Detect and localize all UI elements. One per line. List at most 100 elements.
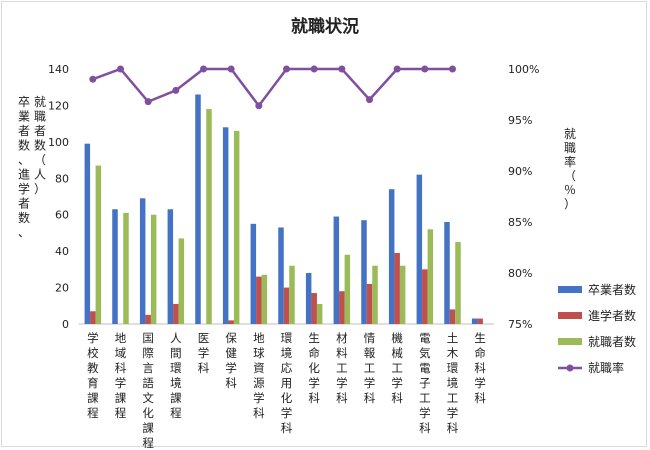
- employment-rate-point: [200, 65, 207, 73]
- category-label: 環境応用化学科: [281, 331, 293, 435]
- bar-graduates: [139, 198, 146, 324]
- bar-graduates: [167, 209, 174, 324]
- bar-advanced: [477, 318, 483, 324]
- bar-advanced: [173, 303, 179, 324]
- bar-employed: [123, 212, 129, 324]
- employment-rate-point: [283, 65, 290, 73]
- bar-advanced: [449, 309, 456, 324]
- chart-title: 就職状況: [291, 16, 359, 37]
- bar-advanced: [228, 320, 234, 324]
- bar-graduates: [471, 318, 478, 324]
- bar-advanced: [145, 314, 151, 324]
- bar-advanced: [366, 283, 373, 324]
- y-left-tick-label: 20: [55, 282, 69, 295]
- bar-employed: [206, 109, 212, 324]
- category-label: 情報工学科: [364, 331, 376, 405]
- employment-rate-point: [255, 102, 263, 110]
- bar-employed: [233, 130, 240, 324]
- y-axis-right-label-text: 就職率（％）: [564, 127, 576, 211]
- y-left-tick-label: 100: [48, 136, 69, 149]
- employment-rate-point: [449, 65, 456, 73]
- bar-employed: [150, 214, 157, 324]
- bar-employed: [372, 265, 378, 324]
- employment-rate-point: [172, 86, 180, 94]
- legend-label: 卒業者数: [588, 282, 636, 297]
- legend-swatch: [558, 338, 582, 345]
- legend-swatch: [558, 312, 582, 319]
- bar-advanced: [256, 276, 262, 324]
- category-label: 材料工学科: [336, 331, 348, 405]
- bar-advanced: [422, 269, 428, 324]
- category-label: 生命科学科: [474, 331, 486, 405]
- bar-employed: [95, 165, 102, 324]
- bar-employed: [344, 254, 351, 324]
- legend-swatch: [558, 286, 582, 293]
- employment-rate-point: [366, 96, 373, 104]
- y-axis-right-label: 就職率（％）: [564, 127, 576, 211]
- y-axis-left-label-col1: 卒業者数、進学者数、: [18, 95, 30, 240]
- y-left-tick-label: 140: [48, 63, 69, 76]
- employment-rate-point: [144, 98, 152, 106]
- bar-advanced: [283, 287, 290, 324]
- category-label: 電気電子工学科: [419, 331, 431, 435]
- bar-graduates: [222, 127, 229, 325]
- category-label: 人間環境課程: [170, 331, 182, 420]
- category-label: 生命化学科: [308, 331, 320, 405]
- bar-employed: [316, 303, 323, 324]
- y-right-tick-label: 90%: [508, 165, 532, 178]
- bar-advanced: [394, 252, 400, 324]
- bar-advanced: [90, 311, 96, 324]
- legend-label: 進学者数: [588, 308, 636, 323]
- y-right-tick-label: 95%: [508, 114, 532, 127]
- category-label: 地球資源学科: [253, 331, 265, 420]
- bar-graduates: [278, 227, 284, 324]
- bar-graduates: [444, 222, 450, 324]
- y-left-tick-label: 80: [55, 172, 69, 185]
- bar-advanced: [311, 293, 317, 324]
- bar-graduates: [388, 189, 395, 324]
- bar-graduates: [84, 143, 91, 324]
- employment-rate-point: [117, 65, 124, 73]
- category-label: 医学科: [198, 331, 210, 375]
- bar-employed: [455, 242, 461, 324]
- bar-graduates: [195, 94, 201, 324]
- category-label: 地域科学課程: [115, 331, 127, 420]
- y-axis-left-label: 卒業者数、進学者数、就職者数（人）: [18, 95, 46, 240]
- bar-employed: [289, 265, 295, 324]
- bar-advanced: [339, 291, 345, 324]
- bar-graduates: [333, 216, 340, 324]
- bar-graduates: [112, 209, 118, 324]
- y-left-tick-label: 40: [55, 245, 69, 258]
- bar-graduates: [250, 223, 257, 324]
- employment-rate-point: [421, 65, 429, 73]
- bar-graduates: [361, 220, 367, 324]
- bar-employed: [427, 229, 434, 324]
- employment-rate-point: [338, 65, 346, 73]
- legend-label: 就職者数: [588, 334, 636, 349]
- y-right-tick-label: 85%: [508, 216, 532, 229]
- bar-graduates: [305, 273, 312, 324]
- category-label: 保健学科: [225, 331, 237, 390]
- legend-label: 就職率: [588, 360, 624, 375]
- employment-rate-point: [89, 75, 97, 83]
- y-left-tick-label: 0: [62, 318, 69, 331]
- y-right-tick-label: 80%: [508, 267, 532, 280]
- category-label: 機械工学科: [391, 331, 403, 405]
- y-left-tick-label: 120: [48, 99, 69, 112]
- y-axis-left-label-col2: 就職者数（人）: [34, 95, 46, 196]
- employment-rate-point: [227, 65, 235, 73]
- bar-employed: [178, 238, 185, 324]
- y-right-tick-label: 75%: [508, 318, 532, 331]
- category-label: 学校教育課程: [87, 331, 99, 420]
- y-right-tick-label: 100%: [508, 63, 539, 76]
- legend-line-marker: [566, 364, 574, 372]
- employment-rate-line: [92, 67, 453, 108]
- bar-graduates: [416, 174, 423, 324]
- category-label: 土木環境工学科: [447, 331, 459, 435]
- employment-rate-point: [393, 65, 401, 73]
- category-label: 国際言語文化課程: [142, 331, 154, 448]
- bar-employed: [261, 274, 268, 324]
